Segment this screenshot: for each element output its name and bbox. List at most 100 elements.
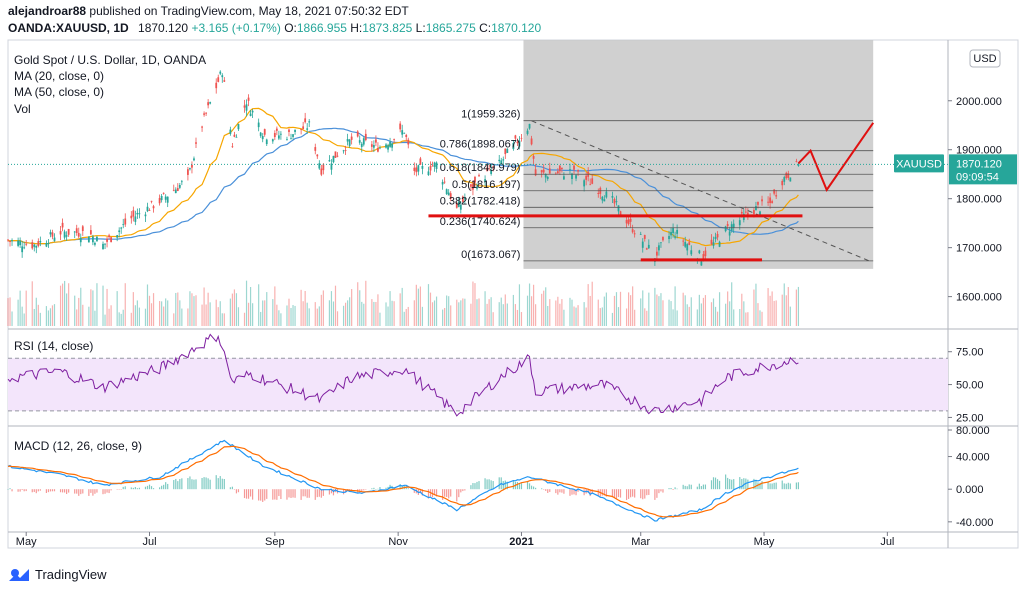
macd-histogram-bar [152,488,155,490]
candle-body [759,211,761,215]
macd-histogram-bar [322,489,324,496]
volume-bar [219,301,221,326]
macd-histogram-bar [532,486,535,490]
macd-histogram-bar [733,479,735,490]
volume-bar [66,293,68,326]
macd-histogram-bar [676,488,678,490]
rsi-tick-label: 50.00 [956,380,984,392]
candle-body [302,126,305,129]
macd-histogram-bar [446,489,448,497]
volume-bar [559,303,561,326]
macd-histogram-bar [767,481,769,490]
candle-body [569,169,571,171]
macd-histogram-bar [634,489,636,498]
macd-histogram-bar [361,489,363,493]
candle-body [7,239,9,241]
candle-body [286,139,288,141]
macd-histogram-bar [625,489,628,501]
volume-bar [435,296,438,326]
volume-bar [264,300,266,326]
macd-histogram-bar [274,489,276,500]
macd-histogram-bar [654,489,656,500]
macd-histogram-bar [747,479,749,490]
volume-bar [53,304,56,326]
macd-histogram-bar [104,489,106,494]
time-tick-label: May [16,536,37,548]
volume-bar [292,305,294,326]
volume-bar [118,312,120,326]
candle-body [146,206,149,212]
volume-bar [528,283,531,326]
macd-histogram-bar [714,477,717,490]
candle-body [53,237,56,241]
macd-histogram-bar [64,489,66,493]
volume-bar [258,284,260,326]
candle-body [712,242,715,246]
candle-body [393,139,396,140]
candle-body [441,182,444,185]
candle-body [387,145,389,150]
volume-bar [456,299,458,326]
close-label: C: [479,21,492,35]
candle-body [795,160,798,162]
candle-body [96,236,98,242]
high-label: H: [350,21,363,35]
volume-bar [132,292,134,326]
macd-histogram-bar [658,489,660,494]
macd-histogram-bar [262,489,264,502]
volume-bar [68,283,70,326]
fib-level-label: 0.236(1740.624) [440,216,521,228]
fib-level-label: 0(1673.067) [461,249,520,261]
candle-body [219,71,222,74]
candle-body [136,212,139,215]
candle-body [643,235,646,239]
macd-histogram-bar [306,489,308,498]
candle-body [124,218,127,225]
volume-bar [619,291,622,326]
projection-path [797,122,875,192]
volume-bar [399,293,401,326]
volume-bar [716,311,719,326]
candle-body [457,201,460,207]
candle-body [231,146,234,148]
candle-body [639,233,642,235]
volume-bar [361,301,363,326]
macd-histogram-bar [785,483,787,490]
volume-bar [686,304,688,326]
candle-body [597,193,600,195]
macd-histogram-bar [419,489,421,494]
volume-bar [601,307,603,326]
macd-histogram-bar [237,489,240,493]
volume-bar [729,301,731,326]
volume-bar [470,303,472,326]
volume-bar [739,309,741,326]
footer-brand[interactable]: TradingView [8,566,107,582]
candle-body [263,129,266,135]
candle-body [785,172,788,179]
volume-bar [646,310,648,326]
candle-body [81,226,84,232]
volume-bar [195,295,197,326]
candle-body [506,148,509,153]
macd-histogram-bar [223,478,225,490]
volume-bar [535,304,537,326]
candle-body [783,177,786,182]
macd-histogram-bar [743,478,745,490]
volume-bar [344,302,347,326]
publisher-name[interactable]: alejandroar88 [8,4,87,18]
macd-histogram-bar [769,483,771,490]
candle-body [316,154,319,157]
open-label: O: [284,21,297,35]
volume-bar [80,287,82,326]
candle-body [348,139,351,146]
volume-bar [357,282,359,326]
volume-bar [733,309,735,326]
candle-body [160,196,163,201]
macd-histogram-bar [290,489,292,498]
macd-histogram-bar [260,489,262,501]
time-tick-label: Nov [388,536,408,548]
volume-bar [660,293,662,326]
volume-bar [88,306,90,326]
candle-body [724,226,727,232]
